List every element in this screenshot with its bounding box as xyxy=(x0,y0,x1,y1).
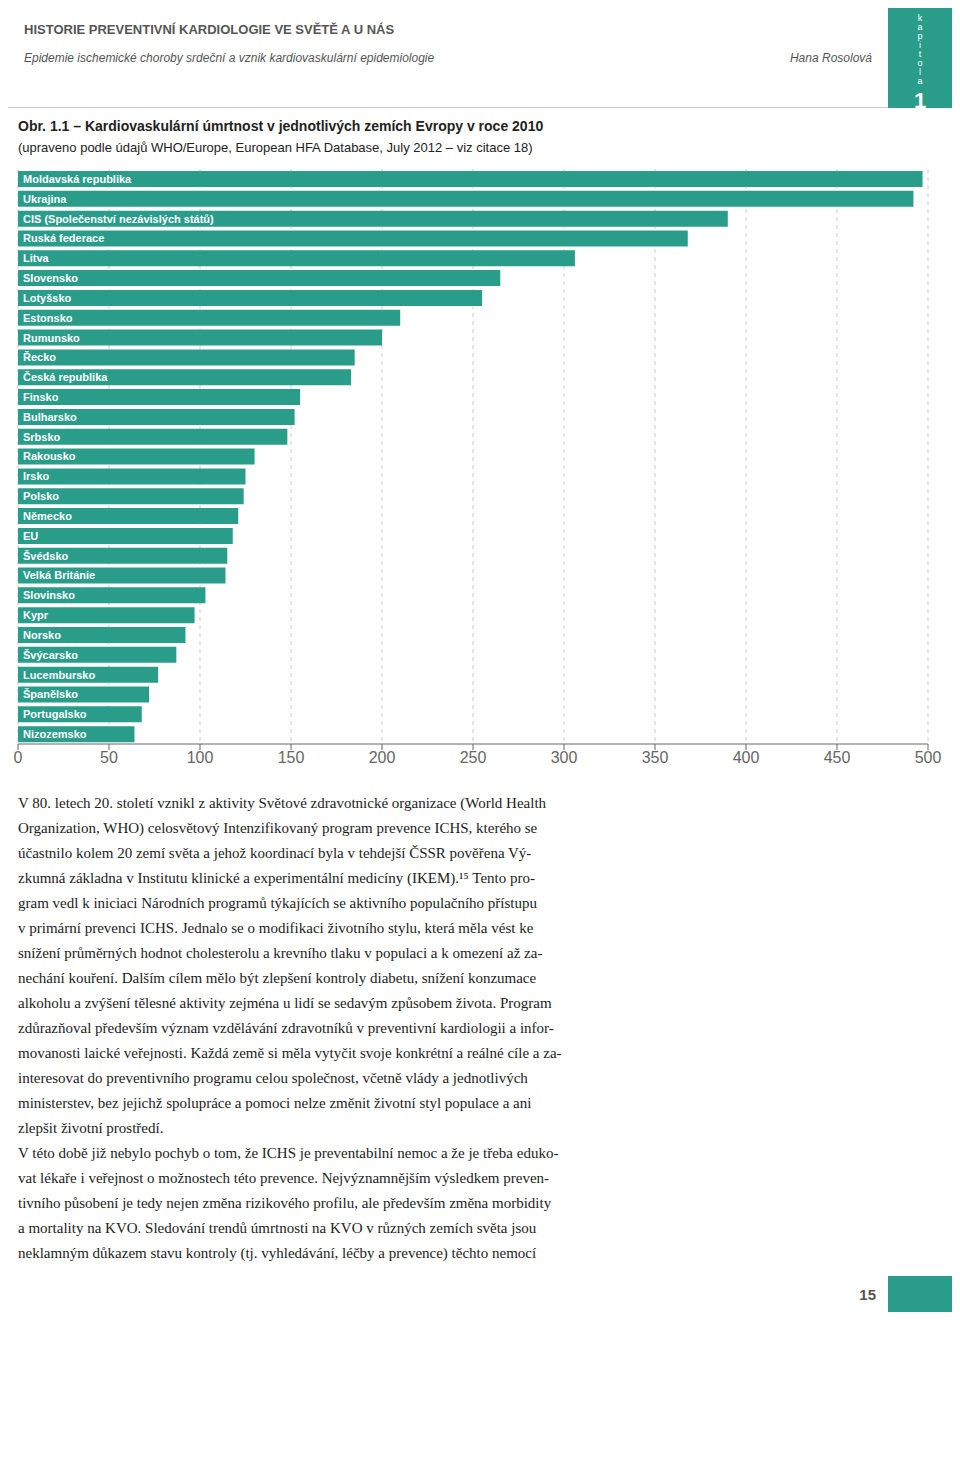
html-text:tivního působení je tedy nejen: tivního působení je tedy nejen změna riz… xyxy=(18,1195,552,1211)
html-text:p: p xyxy=(917,31,923,41)
svg-text:Lucembursko: Lucembursko xyxy=(23,669,95,681)
svg-text:200: 200 xyxy=(369,749,396,766)
svg-text:Finsko: Finsko xyxy=(23,391,59,403)
html-text:15: 15 xyxy=(859,1285,876,1303)
html-text:snížení průměrných hodnot chol: snížení průměrných hodnot cholesterolu a… xyxy=(18,945,543,961)
svg-text:Ruská federace: Ruská federace xyxy=(23,232,104,244)
html-text:nechání kouření. Dalším cílem: nechání kouření. Dalším cílem mělo být z… xyxy=(18,970,537,986)
html-text:V této době již nebylo pochyb: V této době již nebylo pochyb o tom, že … xyxy=(18,1145,559,1161)
svg-text:Portugalsko: Portugalsko xyxy=(23,708,87,720)
html-text:a: a xyxy=(917,76,923,86)
svg-text:Lotyšsko: Lotyšsko xyxy=(23,292,72,304)
html-text:movanosti laické veřejnosti. K: movanosti laické veřejnosti. Každá země … xyxy=(18,1045,562,1061)
svg-text:300: 300 xyxy=(551,749,578,766)
html-text:HISTORIE PREVENTIVNÍ KARDIOLOG: HISTORIE PREVENTIVNÍ KARDIOLOGIE VE SVĚT… xyxy=(24,22,395,37)
html-text:V 80. letech 20. století vznik: V 80. letech 20. století vznikl z aktivi… xyxy=(18,795,547,811)
svg-text:Norsko: Norsko xyxy=(23,629,61,641)
svg-text:0: 0 xyxy=(14,749,23,766)
html-text:k: k xyxy=(917,13,923,23)
html-text:a mortality na KVO. Sledování: a mortality na KVO. Sledování trendů úmr… xyxy=(18,1220,537,1236)
svg-text:400: 400 xyxy=(733,749,760,766)
html-text:Epidemie ischemické choroby sr: Epidemie ischemické choroby srdeční a vz… xyxy=(24,51,435,65)
html-text:zlepšit životní prostředí.: zlepšit životní prostředí. xyxy=(18,1120,164,1136)
svg-text:Švýcarsko: Švýcarsko xyxy=(23,649,78,661)
html-text:l: l xyxy=(919,67,921,77)
html-text:Obr. 1.1 – Kardiovaskulární úm: Obr. 1.1 – Kardiovaskulární úmrtnost v j… xyxy=(18,118,544,134)
svg-text:Kypr: Kypr xyxy=(23,609,49,621)
svg-text:Polsko: Polsko xyxy=(23,490,59,502)
svg-text:Švédsko: Švédsko xyxy=(23,550,69,562)
svg-text:Nizozemsko: Nizozemsko xyxy=(23,728,87,740)
svg-text:Estonsko: Estonsko xyxy=(23,312,73,324)
svg-text:Irsko: Irsko xyxy=(23,470,50,482)
svg-text:Česká republika: Česká republika xyxy=(23,371,108,383)
svg-text:Rumunsko: Rumunsko xyxy=(23,332,80,344)
svg-text:Rakousko: Rakousko xyxy=(23,450,76,462)
svg-text:150: 150 xyxy=(278,749,305,766)
svg-text:50: 50 xyxy=(100,749,118,766)
html-text:o: o xyxy=(917,58,923,68)
html-text:alkoholu a zvýšení tělesné akt: alkoholu a zvýšení tělesné aktivity zejm… xyxy=(18,995,552,1011)
html-text:interesovat do preventivního p: interesovat do preventivního programu ce… xyxy=(18,1070,528,1086)
html-text:zkumná základna v Institutu kl: zkumná základna v Institutu klinické a e… xyxy=(18,870,535,886)
svg-text:Řecko: Řecko xyxy=(23,351,56,363)
html-text:Organization, WHO) celosvětový: Organization, WHO) celosvětový Intenzifi… xyxy=(18,820,538,836)
svg-text:Španělsko: Španělsko xyxy=(23,688,78,700)
svg-text:100: 100 xyxy=(187,749,214,766)
html-text:(upraveno podle údajů WHO/Euro: (upraveno podle údajů WHO/Europe, Europe… xyxy=(18,140,533,155)
html-text:v primární prevenci ICHS. Jedn: v primární prevenci ICHS. Jednalo se o m… xyxy=(18,920,534,936)
svg-text:Moldavská republika: Moldavská republika xyxy=(23,173,132,185)
html-text:neklamným důkazem stavu kontro: neklamným důkazem stavu kontroly (tj. vy… xyxy=(18,1245,537,1261)
html-text:t: t xyxy=(918,49,922,59)
html-text:účastnilo kolem 20 zemí světa: účastnilo kolem 20 zemí světa a jehož ko… xyxy=(18,845,532,861)
svg-text:Slovinsko: Slovinsko xyxy=(23,589,75,601)
svg-text:Litva: Litva xyxy=(23,252,50,264)
svg-text:Srbsko: Srbsko xyxy=(23,431,61,443)
svg-text:Slovensko: Slovensko xyxy=(23,272,78,284)
html-text:gram vedl k iniciaci Národních: gram vedl k iniciaci Národních programů … xyxy=(18,895,537,911)
svg-text:250: 250 xyxy=(460,749,487,766)
svg-text:450: 450 xyxy=(824,749,851,766)
html-text:i: i xyxy=(919,40,921,50)
svg-text:Bulharsko: Bulharsko xyxy=(23,411,77,423)
html-text:Hana Rosolová: Hana Rosolová xyxy=(789,51,872,65)
svg-text:500: 500 xyxy=(915,749,942,766)
html-text:zdůrazňoval především význam v: zdůrazňoval především význam vzdělávání … xyxy=(18,1020,554,1036)
html-text:a: a xyxy=(917,22,923,32)
svg-text:EU: EU xyxy=(23,530,38,542)
svg-text:Ukrajina: Ukrajina xyxy=(23,193,67,205)
svg-text:Velká Británie: Velká Británie xyxy=(23,569,95,581)
html-text:vat lékaře i veřejnost o možno: vat lékaře i veřejnost o možnostech této… xyxy=(18,1170,550,1186)
svg-text:Německo: Německo xyxy=(23,510,72,522)
svg-text:CIS (Společenství nezávislých: CIS (Společenství nezávislých států) xyxy=(23,213,214,225)
html-text:1: 1 xyxy=(913,88,927,113)
html-text:ministerstev, bez jejichž spol: ministerstev, bez jejichž spolupráce a p… xyxy=(18,1095,532,1111)
svg-text:350: 350 xyxy=(642,749,669,766)
